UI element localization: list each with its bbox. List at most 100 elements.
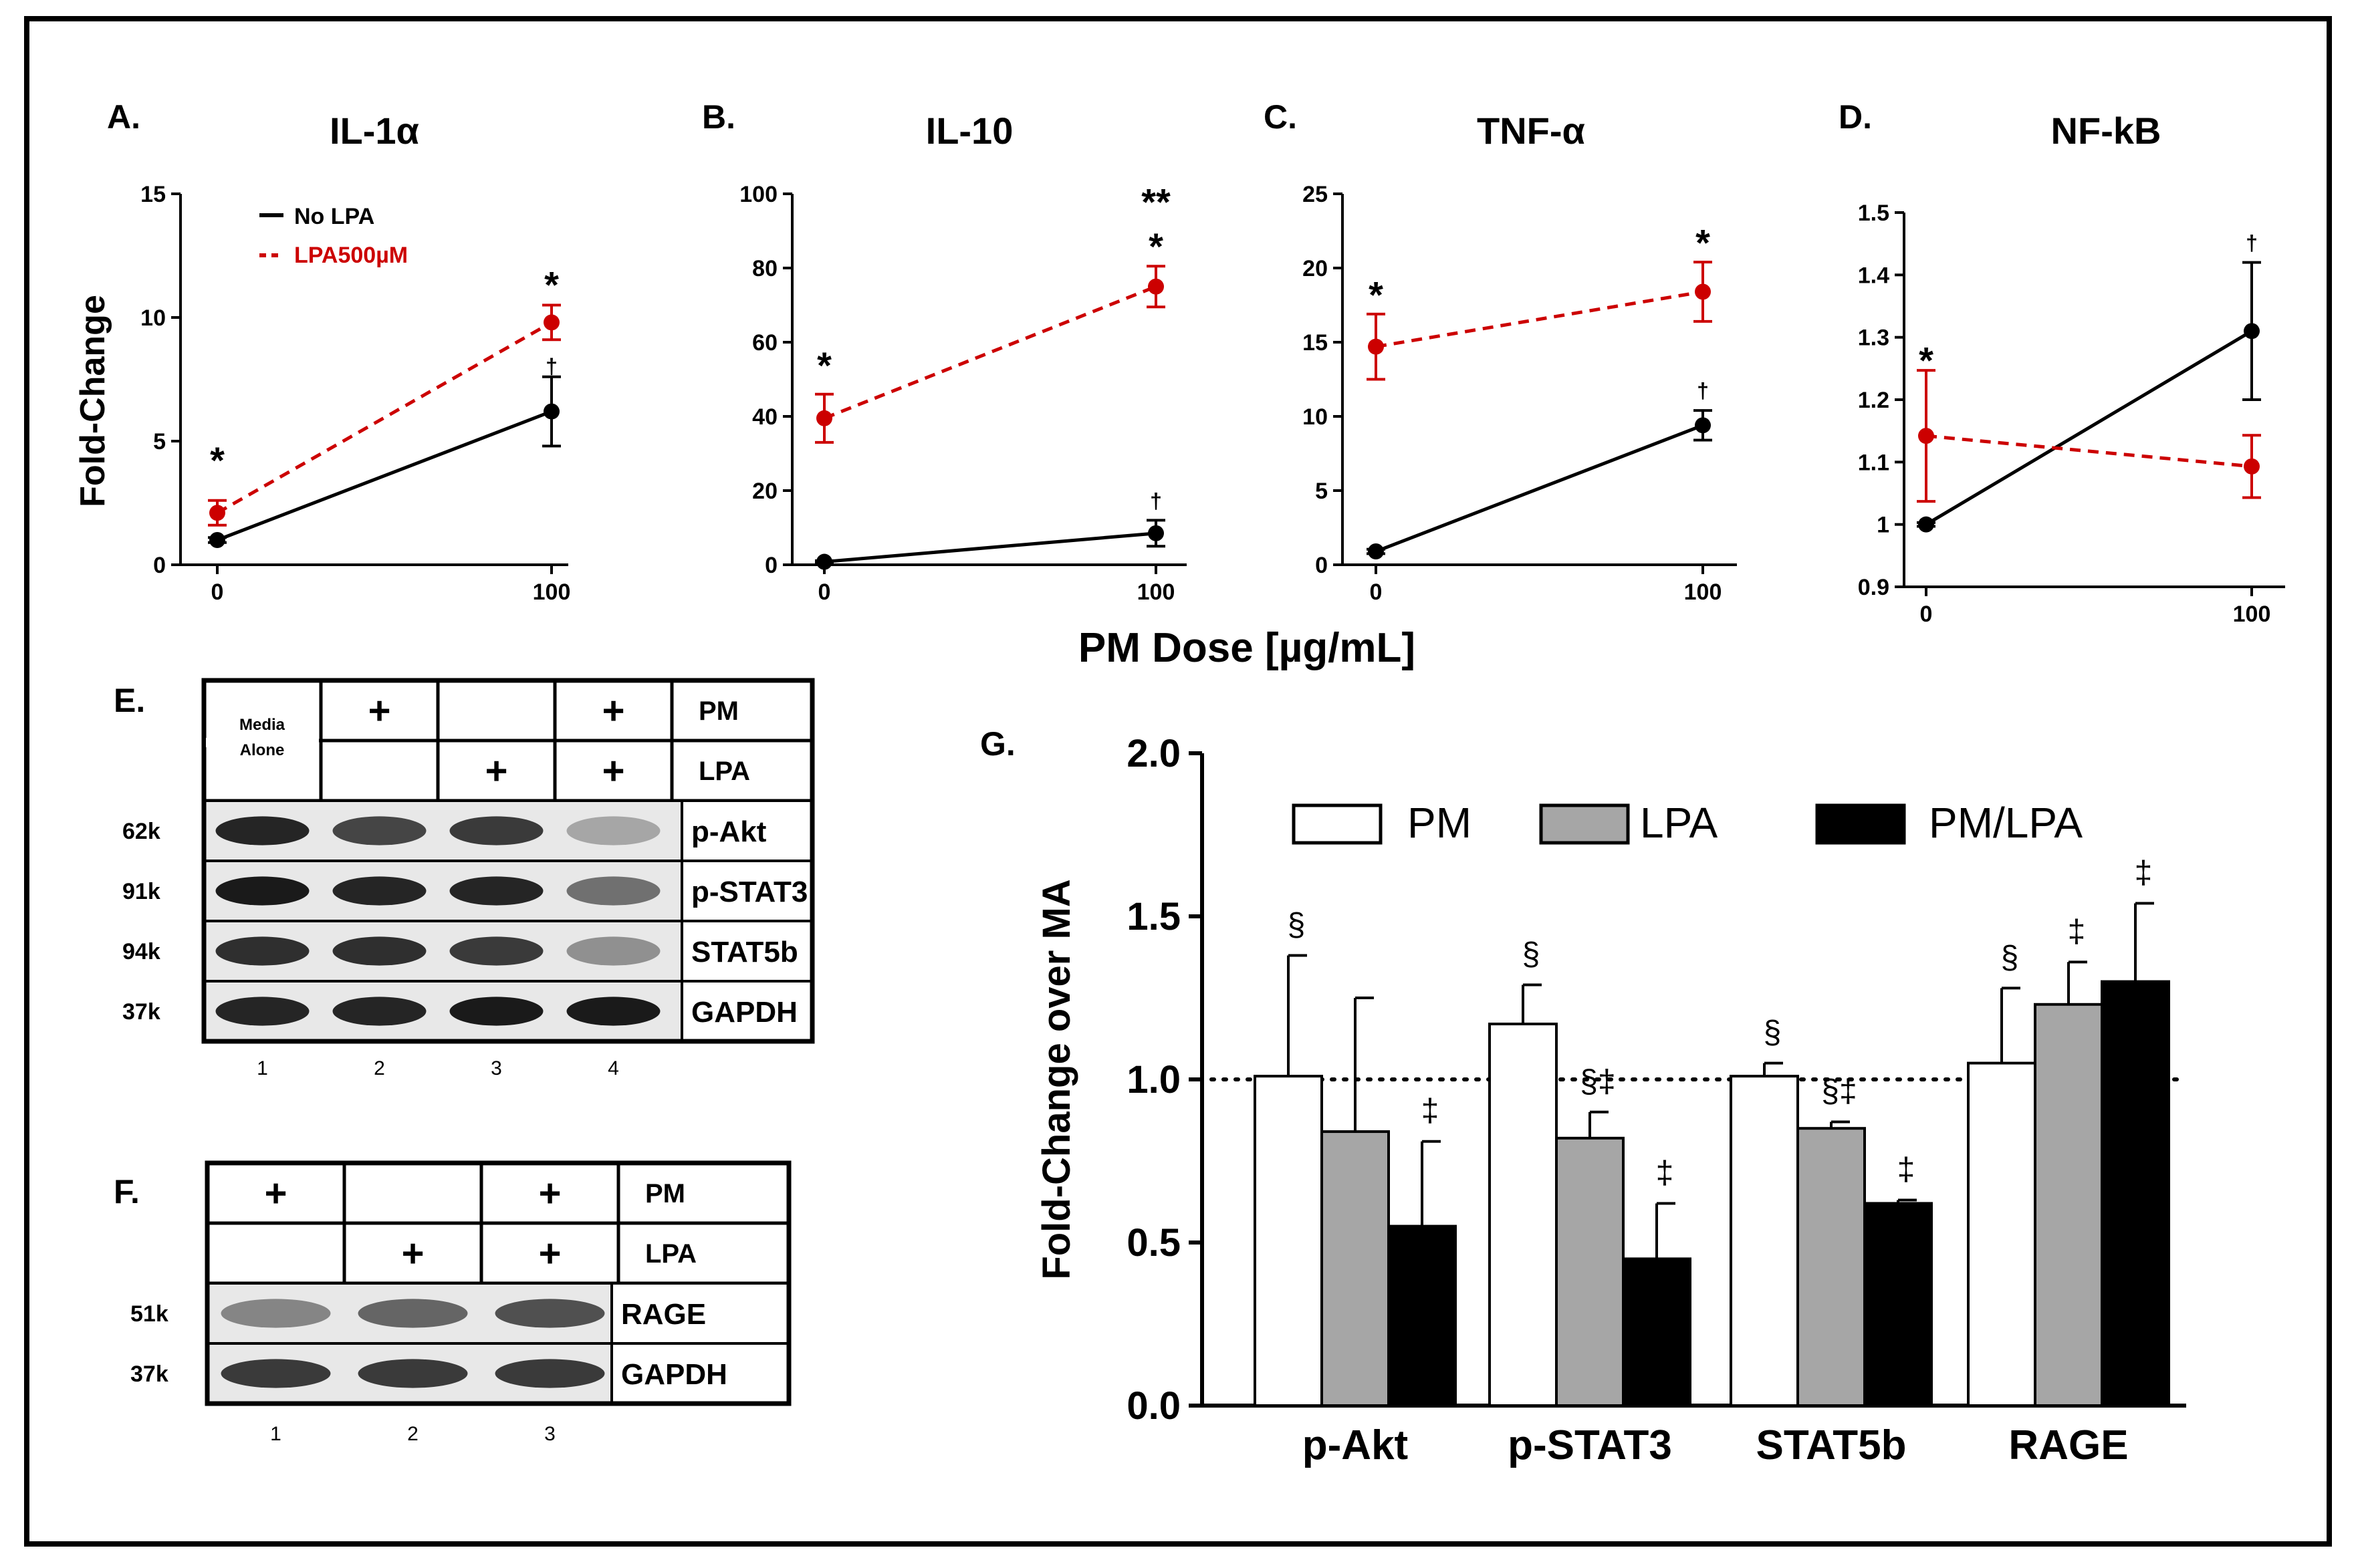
data-point [209, 532, 225, 548]
y-tick-label: 0 [765, 553, 778, 578]
protein-band [332, 997, 427, 1026]
protein-band [215, 816, 310, 845]
bar-pm-lpa-rage [2101, 980, 2170, 1407]
bar-pm-rage [1967, 1061, 2036, 1407]
panel-letter-g: G. [980, 725, 1016, 763]
protein-band [215, 997, 310, 1026]
treatment-label: PM [645, 1179, 685, 1208]
chart-il1a: IL-1α 0 5 10 15 0 100 * * † [140, 110, 570, 605]
y-tick-label: 100 [739, 182, 778, 207]
protein-band [495, 1299, 605, 1328]
x-category-label: STAT5b [1756, 1422, 1906, 1468]
significance-marker: § [1522, 936, 1540, 972]
header-cell [342, 1161, 483, 1225]
data-point [209, 505, 225, 521]
significance-marker: † [1150, 489, 1162, 513]
protein-band [358, 1359, 468, 1388]
protein-band [566, 997, 661, 1026]
western-blot-f: + + PM + + LPA RAGE 51k GAPDH 37k 1 2 3 [130, 1160, 792, 1445]
header-label-cell [670, 678, 814, 743]
x-tick-label: 100 [1684, 579, 1722, 605]
x-category-label: p-Akt [1302, 1422, 1408, 1468]
y-tick-label: 10 [1302, 404, 1328, 430]
band-label: p-STAT3 [691, 876, 808, 908]
legend-label: PM/LPA [1929, 799, 2083, 847]
x-tick-label: 100 [1137, 579, 1175, 605]
protein-band [215, 876, 310, 906]
chart-nfkb: NF-kB 0.9 1 1.1 1.2 1.3 1.4 1.5 0 100 * † [1858, 110, 2285, 627]
significance-marker: † [1697, 378, 1709, 402]
treatment-mark: + [368, 689, 391, 733]
x-tick-label: 100 [2233, 602, 2271, 627]
lane-number: 4 [608, 1057, 619, 1079]
data-point [2244, 458, 2260, 475]
panel-letter-f: F. [114, 1173, 140, 1210]
band-label: p-Akt [691, 815, 767, 848]
treatment-label: PM [699, 696, 739, 726]
legend-lpa-label: LPA500µM [294, 243, 408, 268]
legend-swatch [1292, 803, 1383, 845]
y-tick-label: 1.2 [1858, 388, 1889, 413]
y-tick-label: 25 [1302, 182, 1328, 207]
lane-number: 1 [270, 1423, 281, 1445]
treatment-mark: + [539, 1172, 562, 1215]
bar-lpa-rage [2034, 1003, 2103, 1407]
panel-letter-a: A. [107, 98, 140, 136]
significance-marker: §‡ [1580, 1064, 1615, 1099]
significance-marker: ‡ [1897, 1152, 1915, 1188]
y-tick-label: 40 [752, 404, 778, 430]
protein-band [566, 816, 661, 845]
data-point [544, 403, 560, 420]
molecular-weight: 62k [122, 819, 160, 844]
x-category-label: p-STAT3 [1508, 1422, 1672, 1468]
protein-band [221, 1359, 331, 1388]
significance-marker: § [1764, 1015, 1782, 1051]
significance-marker: ‡ [2068, 914, 2086, 949]
molecular-weight: 37k [130, 1361, 168, 1387]
y-tick-label: 0.5 [1127, 1221, 1181, 1265]
y-tick-label: 60 [752, 330, 778, 356]
significance-marker: * [1695, 222, 1710, 264]
significance-marker: † [546, 354, 558, 378]
lane-number: 1 [257, 1057, 268, 1079]
chart-tnfa: TNF-α 0 5 10 15 20 25 0 100 * * † [1302, 110, 1737, 605]
significance-marker: * [1919, 340, 1933, 382]
header-label-cell [616, 1221, 791, 1285]
y-tick-label: 0.0 [1127, 1384, 1181, 1428]
treatment-label: LPA [699, 757, 750, 786]
panel-letter-d: D. [1839, 98, 1872, 136]
data-point [1918, 516, 1934, 533]
shared-x-axis-label: PM Dose [µg/mL] [1078, 625, 1415, 671]
blot-frame [201, 678, 815, 1044]
treatment-mark: + [485, 749, 508, 793]
series-line-no-lpa [217, 410, 552, 542]
legend-label: PM [1407, 799, 1471, 847]
band-label: STAT5b [691, 936, 798, 968]
panel-letter-e: E. [114, 682, 145, 719]
x-tick-label: 0 [818, 579, 831, 605]
header-cell [479, 1161, 620, 1225]
treatment-mark: + [539, 1232, 562, 1275]
y-tick-label: 1.0 [1127, 1058, 1181, 1101]
y-tick-label: 20 [1302, 256, 1328, 281]
header-cell [205, 1221, 346, 1285]
y-tick-label: 2.0 [1127, 732, 1181, 775]
y-tick-label: 0.9 [1858, 575, 1889, 600]
significance-marker: * [210, 439, 225, 481]
blot-frame [205, 1160, 792, 1406]
western-blot-e: + + PM + + LPA p-Akt 62k p-STAT3 91k STAT5b 94k GAPD… [122, 678, 815, 1079]
treatment-label: LPA [645, 1239, 697, 1269]
treatment-mark: + [602, 749, 625, 793]
significance-marker: §‡ [1821, 1073, 1857, 1109]
significance-marker: ‡ [1421, 1093, 1439, 1129]
legend-no-lpa-label: No LPA [294, 204, 374, 229]
y-tick-label: 5 [1315, 479, 1328, 504]
data-point [2244, 323, 2260, 340]
significance-marker: * [544, 264, 559, 306]
bar-pm-p-akt [1254, 1075, 1323, 1407]
y-tick-label: 15 [140, 182, 166, 207]
data-point [1368, 543, 1384, 560]
significance-marker: § [2001, 940, 2019, 975]
